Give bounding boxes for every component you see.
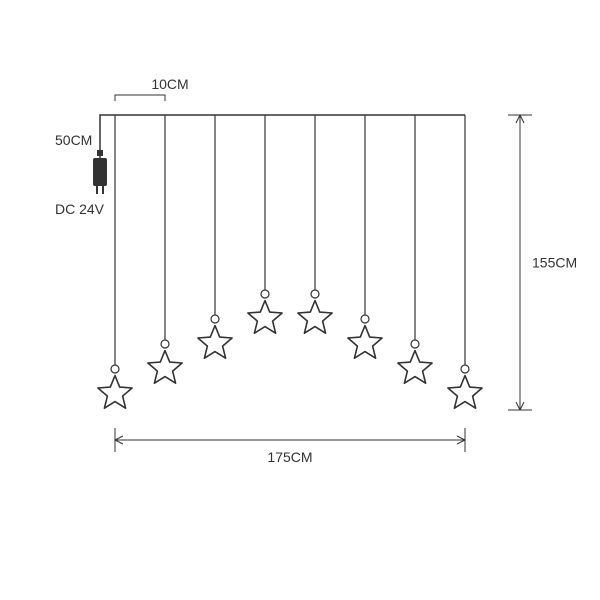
star-icon — [98, 376, 132, 409]
top-spacing-label: 10CM — [151, 76, 188, 92]
star-icon — [398, 351, 432, 384]
star-icon — [198, 326, 232, 359]
star-icon — [248, 301, 282, 334]
star-icon — [298, 301, 332, 334]
top-spacing-bracket — [115, 95, 165, 101]
height-label: 155CM — [532, 255, 577, 271]
hang-loop — [361, 315, 369, 323]
power-plug — [93, 150, 107, 194]
hang-loop — [411, 340, 419, 348]
voltage-label: DC 24V — [55, 201, 105, 217]
star-icon — [348, 326, 382, 359]
hang-loop — [261, 290, 269, 298]
cable-length-label: 50CM — [55, 132, 92, 148]
star-icon — [148, 351, 182, 384]
hang-loop — [211, 315, 219, 323]
hang-loop — [161, 340, 169, 348]
width-label: 175CM — [267, 449, 312, 465]
hang-loop — [311, 290, 319, 298]
main-cable — [100, 115, 465, 150]
hang-loop — [461, 365, 469, 373]
hang-loop — [111, 365, 119, 373]
star-icon — [448, 376, 482, 409]
